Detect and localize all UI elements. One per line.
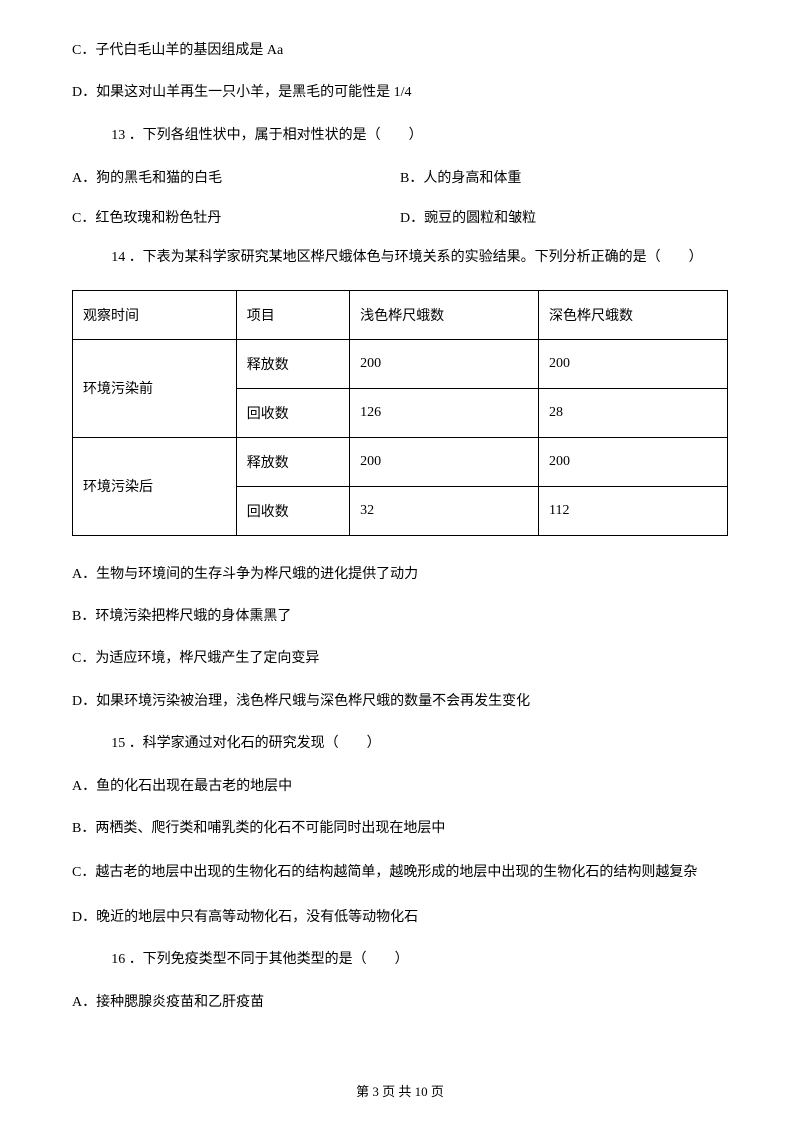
table-cell: 32 (350, 486, 539, 535)
table-header-4: 深色桦尺蛾数 (539, 290, 728, 339)
table-cell: 200 (539, 339, 728, 388)
table-cell: 回收数 (236, 486, 349, 535)
table-header-2: 项目 (236, 290, 349, 339)
q14-option-b: B．环境污染把桦尺蛾的身体熏黑了 (72, 606, 728, 628)
option-c: C．子代白毛山羊的基因组成是 Aa (72, 40, 728, 62)
q15-option-b: B．两栖类、爬行类和哺乳类的化石不可能同时出现在地层中 (72, 818, 728, 840)
table-cell: 环境污染前 (73, 339, 237, 437)
q13-option-a: A．狗的黑毛和猫的白毛 (72, 167, 400, 187)
option-d: D．如果这对山羊再生一只小羊，是黑毛的可能性是 1/4 (72, 82, 728, 104)
table-header-3: 浅色桦尺蛾数 (350, 290, 539, 339)
q13-option-d: D．豌豆的圆粒和皱粒 (400, 207, 728, 227)
table-cell: 环境污染后 (73, 437, 237, 535)
q14-option-c: C．为适应环境，桦尺蛾产生了定向变异 (72, 648, 728, 670)
q13-option-b: B．人的身高和体重 (400, 167, 728, 187)
q13-option-c: C．红色玫瑰和粉色牡丹 (72, 207, 400, 227)
page-footer: 第 3 页 共 10 页 (0, 1081, 800, 1100)
q13-stem: 13 ．下列各组性状中，属于相对性状的是（ ） (72, 125, 728, 147)
table-cell: 126 (350, 388, 539, 437)
q14-option-a: A．生物与环境间的生存斗争为桦尺蛾的进化提供了动力 (72, 564, 728, 586)
q14-option-d: D．如果环境污染被治理，浅色桦尺蛾与深色桦尺蛾的数量不会再发生变化 (72, 691, 728, 713)
table-header-1: 观察时间 (73, 290, 237, 339)
q15-option-a: A．鱼的化石出现在最古老的地层中 (72, 776, 728, 798)
q14-stem: 14 ．下表为某科学家研究某地区桦尺蛾体色与环境关系的实验结果。下列分析正确的是… (72, 247, 728, 269)
table-cell: 112 (539, 486, 728, 535)
q15-option-c: C．越古老的地层中出现的生物化石的结构越简单，越晚形成的地层中出现的生物化石的结… (72, 860, 728, 887)
q15-stem: 15 ．科学家通过对化石的研究发现（ ） (72, 733, 728, 755)
table-cell: 释放数 (236, 437, 349, 486)
table-cell: 28 (539, 388, 728, 437)
table-cell: 200 (350, 339, 539, 388)
q16-option-a: A．接种腮腺炎疫苗和乙肝疫苗 (72, 992, 728, 1014)
table-cell: 200 (350, 437, 539, 486)
table-cell: 释放数 (236, 339, 349, 388)
table-cell: 200 (539, 437, 728, 486)
q15-option-d: D．晚近的地层中只有高等动物化石，没有低等动物化石 (72, 907, 728, 929)
q16-stem: 16 ．下列免疫类型不同于其他类型的是（ ） (72, 949, 728, 971)
q14-table: 观察时间 项目 浅色桦尺蛾数 深色桦尺蛾数 环境污染前 释放数 200 200 … (72, 290, 728, 536)
table-cell: 回收数 (236, 388, 349, 437)
